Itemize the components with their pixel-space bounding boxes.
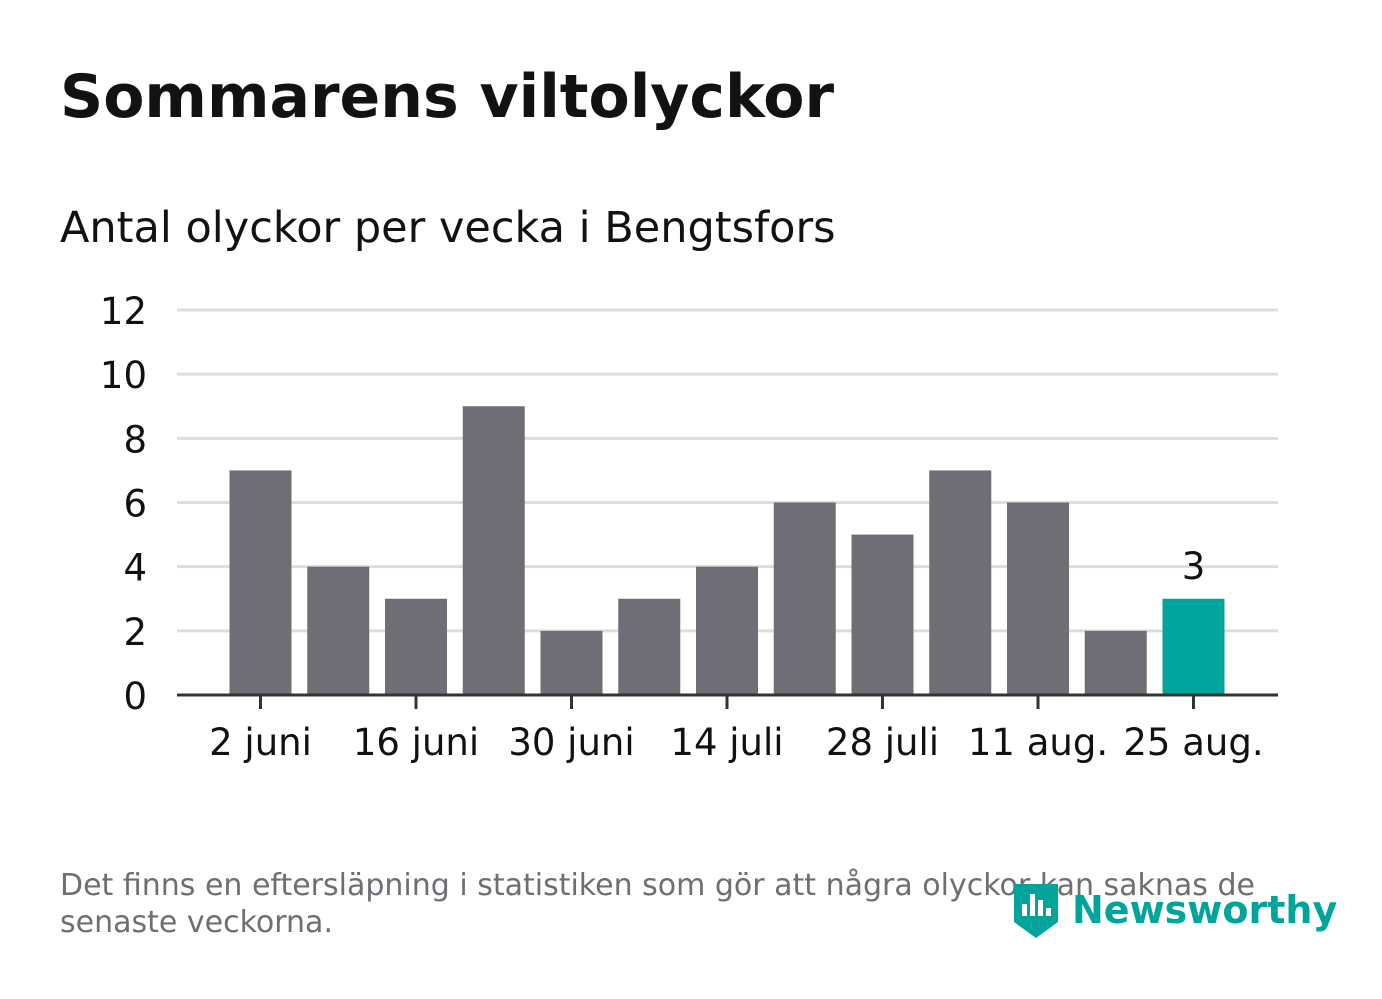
y-tick-label: 2: [123, 611, 147, 654]
bar: [1162, 598, 1225, 695]
x-tick-label: 28 juli: [826, 721, 939, 764]
y-tick-label: 4: [123, 547, 147, 590]
bar: [773, 502, 836, 695]
bar: [1007, 502, 1069, 695]
x-tick-label: 25 aug.: [1123, 721, 1263, 764]
bar: [540, 630, 603, 695]
x-tick-label: 16 juni: [353, 721, 479, 764]
bar: [307, 566, 370, 695]
bar: [696, 566, 758, 695]
bar: [851, 534, 914, 695]
data-label: 3: [1182, 545, 1206, 588]
newsworthy-logo: Newsworthy: [1010, 878, 1337, 942]
y-tick-label: 12: [100, 290, 147, 333]
x-tick-label: 14 juli: [670, 721, 783, 764]
x-tick-label: 30 juni: [508, 721, 634, 764]
bar: [385, 598, 447, 695]
bar: [229, 470, 292, 695]
bar: [1084, 630, 1147, 695]
x-tick-label: 11 aug.: [968, 721, 1108, 764]
bar: [462, 406, 525, 695]
chart-title: Sommarens viltolyckor: [60, 62, 835, 132]
newsworthy-logo-icon: [1014, 884, 1058, 938]
y-tick-label: 8: [123, 418, 147, 461]
x-tick-label: 2 juni: [209, 721, 312, 764]
bar: [618, 598, 681, 695]
y-tick-label: 10: [100, 354, 147, 397]
chart-subtitle: Antal olyckor per vecka i Bengtsfors: [60, 203, 836, 253]
y-tick-label: 0: [123, 675, 147, 718]
y-tick-label: 6: [123, 483, 147, 526]
newsworthy-logo-text: Newsworthy: [1072, 888, 1338, 932]
bar: [929, 470, 992, 695]
